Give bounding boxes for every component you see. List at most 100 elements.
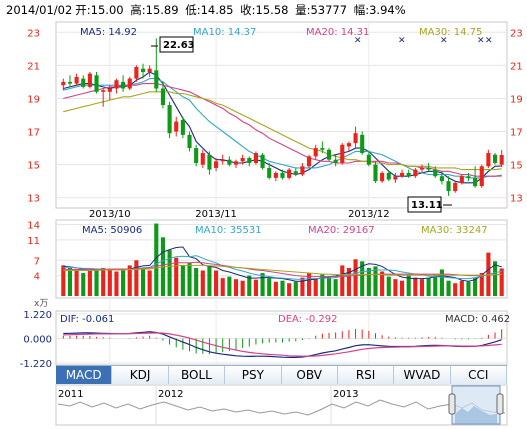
candle-body [67, 81, 73, 84]
macd-tick: -1.220 [20, 359, 52, 370]
volume-bar [492, 261, 498, 296]
volume-bar [174, 257, 179, 296]
overview-left-handle[interactable] [448, 393, 456, 415]
tab-obv[interactable]: OBV [281, 366, 338, 384]
volume-tick: 14 [27, 221, 40, 232]
overview-right-handle[interactable] [496, 393, 504, 415]
candle-body [174, 121, 179, 132]
volume-bar [366, 267, 371, 296]
volume-bar [386, 276, 391, 296]
volume-legend-ma20: MA20: 29167 [308, 225, 375, 236]
tab-rsi[interactable]: RSI [337, 366, 395, 384]
candle-body [453, 182, 458, 192]
candle-body [273, 172, 278, 178]
event-marker-icon: ✕ [440, 36, 448, 46]
event-marker-icon: ✕ [485, 36, 493, 46]
tab-wvad[interactable]: WVAD [394, 366, 451, 384]
price-tick-right: 13 [510, 194, 523, 205]
volume-bar [353, 259, 358, 296]
price-tick-right: 23 [510, 28, 523, 39]
volume-bar [114, 271, 119, 296]
candle-body [499, 155, 504, 165]
candle-body [333, 159, 338, 163]
legend-ma20: MA20: 14.31 [306, 27, 369, 38]
candle-body [426, 167, 431, 170]
price-tick-left: 17 [27, 128, 40, 139]
volume-bar [466, 281, 471, 296]
volume-ma-line [63, 264, 502, 276]
candle-body [180, 119, 185, 135]
candle-body [486, 153, 491, 167]
volume-bar [293, 281, 298, 296]
candle-body [340, 144, 345, 163]
volume-bar [260, 273, 265, 296]
tab-psy[interactable]: PSY [225, 366, 282, 384]
volume-bar [280, 280, 285, 296]
volume-bar [307, 273, 312, 296]
volume-bar [233, 279, 239, 296]
tab-boll[interactable]: BOLL [168, 366, 226, 384]
volume-bar [267, 278, 272, 296]
volume-bar [333, 279, 338, 296]
macd-lines [63, 331, 502, 358]
candle-body [147, 68, 152, 72]
candle-body [127, 78, 132, 89]
volume-bar [167, 250, 172, 296]
volume-bar [247, 275, 252, 296]
volume-bar [393, 279, 398, 296]
candle-body [260, 154, 265, 168]
volume-axis-labels: 14 11 7 4 [27, 221, 40, 283]
volume-bar [453, 283, 458, 296]
candle-body [280, 172, 285, 178]
volume-bar [287, 283, 292, 296]
macd-tick: 0.000 [23, 335, 52, 346]
quote-volume: 量:53777 [295, 3, 348, 17]
tab-kdj[interactable]: KDJ [112, 366, 169, 384]
candle-body [419, 167, 425, 170]
candle-body [393, 176, 398, 180]
candle-body [154, 70, 159, 89]
volume-bar [240, 280, 245, 296]
price-axis-labels: 23 23 21 21 19 19 17 17 15 15 13 13 [27, 28, 522, 204]
price-tick-left: 19 [27, 94, 40, 105]
volume-bar [373, 266, 378, 296]
volume-tick: 4 [34, 272, 40, 283]
legend-ma30: MA30: 14.75 [419, 27, 482, 38]
price-tick-right: 21 [510, 61, 523, 72]
volume-bar [459, 280, 464, 296]
overview-price-line [57, 399, 506, 416]
price-ma-line [63, 78, 502, 179]
candle-body [326, 149, 332, 160]
quote-change: 幅:3.94% [353, 3, 406, 17]
candle-body [479, 166, 484, 187]
volume-bar [439, 269, 444, 296]
candle-body [320, 148, 325, 150]
candle-body [114, 80, 119, 89]
tab-cci[interactable]: CCI [450, 366, 507, 384]
volume-bar [67, 267, 73, 296]
volume-ma-line [63, 261, 502, 278]
candle-body [492, 154, 498, 163]
candle-body [307, 156, 312, 167]
tab-macd[interactable]: MACD [56, 366, 113, 384]
event-marker-icon: ✕ [477, 36, 485, 46]
candle-body [300, 166, 305, 175]
macd-series-line [63, 332, 502, 357]
overview-strip: 2011 2012 2013 [57, 385, 506, 425]
volume-bar [300, 277, 305, 296]
candle-body [121, 81, 126, 89]
quote-close: 收:15.58 [240, 3, 289, 17]
candle-body [406, 172, 411, 177]
volume-bar [360, 261, 365, 296]
date-axis-labels: 2013/10 2013/11 2013/12 [89, 209, 390, 220]
candle-body [61, 81, 66, 86]
candlesticks [61, 38, 504, 196]
event-marker-icon: ✕ [398, 36, 406, 46]
candle-body [253, 153, 258, 163]
volume-bar [121, 270, 126, 296]
candle-body [214, 161, 219, 168]
volume-bar [340, 265, 345, 296]
volume-legend-ma5: MA5: 50906 [82, 225, 142, 236]
candle-body [267, 167, 272, 178]
